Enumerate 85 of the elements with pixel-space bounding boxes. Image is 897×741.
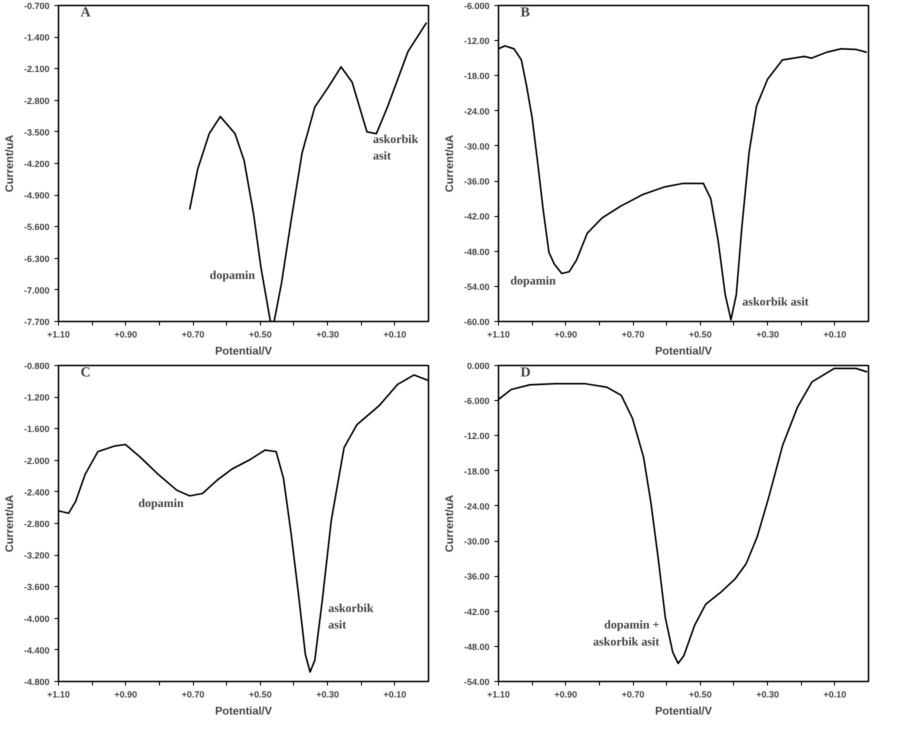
x-tick-label: +0.50 (248, 330, 272, 340)
y-tick-label: -12.00 (464, 36, 490, 46)
y-tick-label: -5.600 (24, 222, 50, 232)
x-tick-label: +0.90 (114, 330, 138, 340)
y-tick-label: -6.300 (24, 254, 50, 264)
x-tick-label: +0.70 (182, 330, 204, 340)
y-tick-label: -4.000 (24, 614, 50, 624)
y-tick-label: -60.00 (464, 317, 490, 327)
y-tick-label: -24.00 (464, 501, 490, 512)
annotation: dopamin (210, 268, 256, 282)
y-tick-label: -12.00 (464, 431, 490, 442)
x-tick-label: +0.50 (248, 690, 272, 700)
y-tick-label: -4.400 (24, 645, 50, 656)
annotation: askorbik asit (742, 294, 809, 309)
y-tick-label: -0.800 (24, 361, 50, 371)
y-tick-label: -4.800 (24, 677, 50, 687)
y-tick-label: -7.700 (24, 317, 50, 327)
y-tick-label: -36.00 (464, 176, 490, 187)
x-tick-label: +0.30 (316, 330, 339, 340)
x-tick-label: +0.10 (383, 330, 406, 340)
y-tick-label: -48.00 (464, 246, 490, 257)
x-axis-title: Potential/V (215, 346, 273, 358)
annotation: askorbik asit (372, 132, 419, 163)
annotation: dopamin (510, 274, 556, 288)
chart-title: D (520, 366, 531, 380)
chart-title: A (80, 6, 92, 20)
y-axis-title: Current/uA (444, 134, 456, 192)
y-tick-label: -4.200 (24, 159, 50, 169)
x-axis-title: Potential/V (655, 706, 713, 718)
y-tick-label: -6.000 (464, 1, 490, 11)
x-tick-label: +0.90 (554, 690, 578, 700)
y-tick-label: -2.400 (24, 487, 50, 498)
x-tick-label: +0.10 (823, 690, 846, 700)
annotation: dopamin + askorbik asit (592, 618, 660, 649)
x-tick-label: +0.50 (688, 330, 712, 340)
y-tick-label: -24.00 (464, 106, 490, 116)
y-tick-label: -54.00 (464, 677, 490, 687)
chart-title: B (520, 6, 530, 20)
y-tick-label: -3.500 (24, 127, 50, 138)
y-tick-label: -48.00 (464, 642, 490, 652)
x-tick-label: +0.10 (383, 690, 406, 700)
y-tick-label: -4.900 (24, 190, 50, 201)
y-tick-label: -42.00 (464, 606, 490, 617)
y-tick-label: -1.200 (24, 392, 50, 403)
x-tick-label: +0.90 (554, 330, 578, 340)
y-tick-label: 0.000 (466, 361, 490, 371)
y-tick-label: -1.400 (24, 32, 50, 43)
x-tick-label: +0.90 (114, 690, 138, 700)
y-tick-label: -30.00 (464, 536, 490, 547)
x-tick-label: +1.10 (47, 330, 70, 340)
y-tick-label: -0.700 (24, 1, 50, 11)
x-tick-label: +0.30 (756, 330, 779, 340)
y-tick-label: -30.00 (464, 141, 490, 152)
y-tick-label: -2.800 (24, 519, 50, 529)
y-tick-label: -3.600 (24, 582, 50, 592)
x-axis-title: Potential/V (215, 706, 273, 718)
x-tick-label: +0.70 (622, 690, 644, 700)
x-tick-label: +0.70 (182, 690, 204, 700)
x-tick-label: +0.70 (622, 330, 644, 340)
x-tick-label: +0.30 (756, 690, 779, 700)
y-tick-label: -2.000 (24, 456, 50, 466)
y-axis-title: Current/uA (444, 494, 456, 552)
annotation: dopamin (138, 496, 184, 510)
x-tick-label: +0.30 (316, 690, 339, 700)
x-tick-label: +1.10 (487, 330, 510, 340)
y-tick-label: -42.00 (464, 212, 490, 222)
x-tick-label: +1.10 (487, 690, 510, 700)
y-tick-label: -54.00 (464, 282, 490, 292)
y-axis-title: Current/uA (4, 494, 16, 552)
y-axis-title: Current/uA (4, 134, 16, 192)
y-tick-label: -6.000 (464, 396, 490, 406)
y-tick-label: -18.00 (464, 466, 490, 476)
y-tick-label: -2.100 (24, 64, 50, 74)
x-tick-label: +0.10 (823, 330, 846, 340)
annotation: askorbik asit (328, 600, 374, 632)
chart-title: C (80, 366, 91, 380)
x-axis-title: Potential/V (655, 346, 713, 358)
y-tick-label: -36.00 (464, 572, 490, 582)
y-tick-label: -18.00 (464, 71, 490, 82)
y-tick-label: -1.600 (24, 424, 50, 434)
y-tick-label: -3.200 (24, 550, 50, 561)
x-tick-label: +0.50 (688, 690, 712, 700)
x-tick-label: +1.10 (47, 690, 70, 700)
y-tick-label: -2.800 (24, 96, 50, 106)
y-tick-label: -7.000 (24, 285, 50, 296)
